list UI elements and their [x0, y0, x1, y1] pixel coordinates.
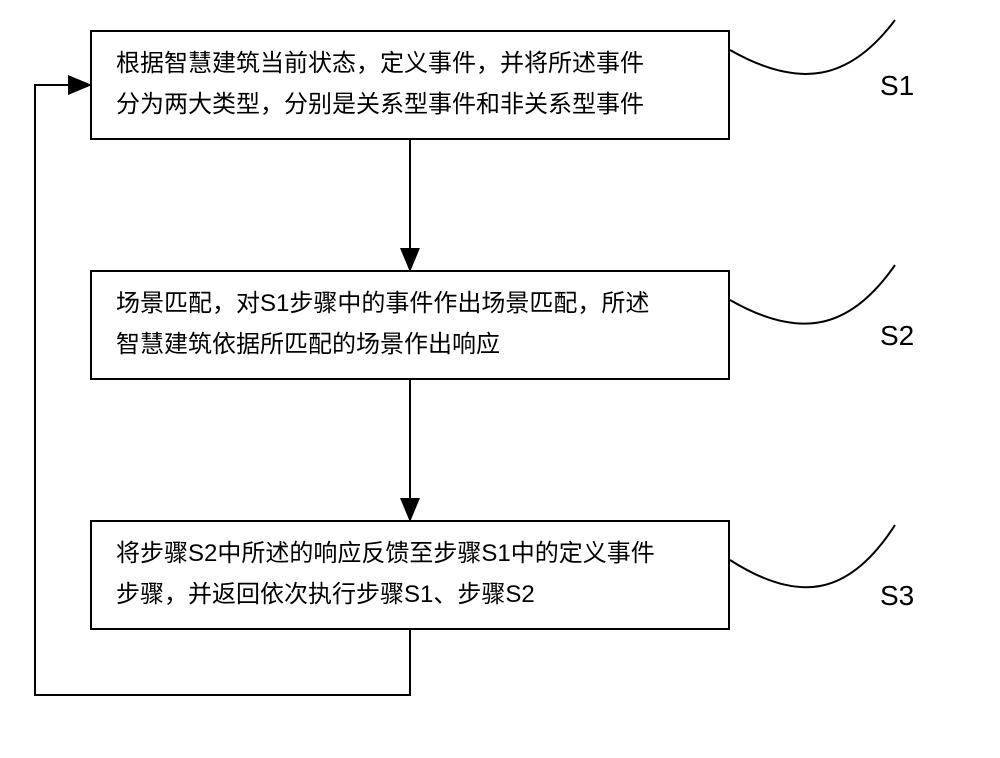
step-label-s2: S2 [880, 320, 914, 352]
node-text: 根据智慧建筑当前状态，定义事件，并将所述事件 分为两大类型，分别是关系型事件和非… [116, 44, 644, 126]
label-curve-1 [730, 265, 895, 324]
flowchart-node-s1: 根据智慧建筑当前状态，定义事件，并将所述事件 分为两大类型，分别是关系型事件和非… [90, 30, 730, 140]
flowchart-container: 根据智慧建筑当前状态，定义事件，并将所述事件 分为两大类型，分别是关系型事件和非… [0, 0, 1000, 758]
step-label-s1: S1 [880, 70, 914, 102]
step-label-s3: S3 [880, 580, 914, 612]
label-curve-2 [730, 525, 895, 587]
flowchart-node-s3: 将步骤S2中所述的响应反馈至步骤S1中的定义事件 步骤，并返回依次执行步骤S1、… [90, 520, 730, 630]
label-curve-0 [730, 20, 895, 74]
flowchart-node-s2: 场景匹配，对S1步骤中的事件作出场景匹配，所述 智慧建筑依据所匹配的场景作出响应 [90, 270, 730, 380]
node-text: 将步骤S2中所述的响应反馈至步骤S1中的定义事件 步骤，并返回依次执行步骤S1、… [116, 534, 655, 616]
node-text: 场景匹配，对S1步骤中的事件作出场景匹配，所述 智慧建筑依据所匹配的场景作出响应 [116, 284, 649, 366]
